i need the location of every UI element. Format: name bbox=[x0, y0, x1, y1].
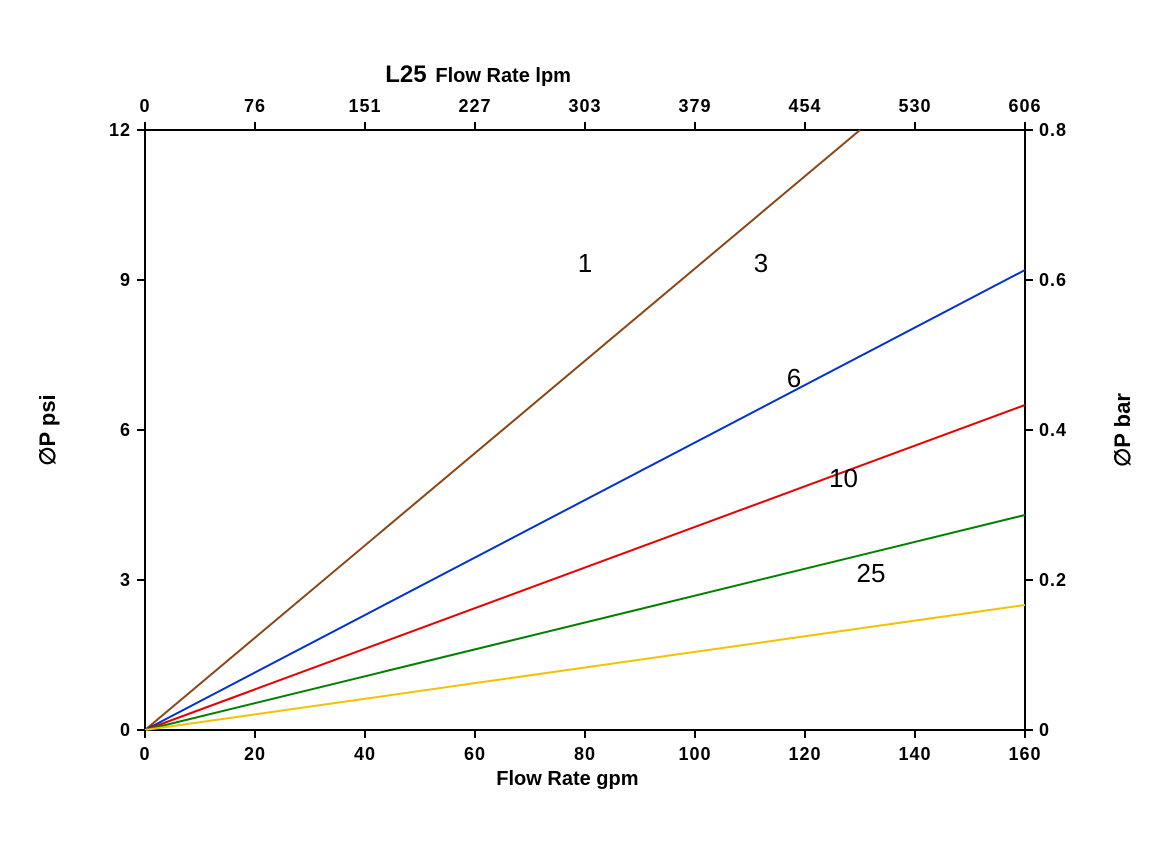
top-tick-label: 454 bbox=[788, 96, 821, 116]
left-tick-label: 9 bbox=[120, 270, 131, 290]
bottom-tick-label: 40 bbox=[354, 744, 376, 764]
series-label-3: 3 bbox=[754, 248, 768, 278]
right-tick-label: 0.8 bbox=[1039, 120, 1067, 140]
right-tick-label: 0.2 bbox=[1039, 570, 1067, 590]
bottom-tick-label: 60 bbox=[464, 744, 486, 764]
series-label-25: 25 bbox=[857, 558, 886, 588]
left-tick-label: 6 bbox=[120, 420, 131, 440]
top-tick-label: 530 bbox=[898, 96, 931, 116]
left-tick-label: 12 bbox=[109, 120, 131, 140]
bottom-tick-label: 0 bbox=[139, 744, 150, 764]
right-tick-label: 0.4 bbox=[1039, 420, 1067, 440]
right-tick-label: 0 bbox=[1039, 720, 1050, 740]
left-tick-label: 3 bbox=[120, 570, 131, 590]
right-tick-label: 0.6 bbox=[1039, 270, 1067, 290]
right-axis-title: ∅P bar bbox=[1110, 393, 1135, 467]
bottom-tick-label: 100 bbox=[678, 744, 711, 764]
bottom-tick-label: 140 bbox=[898, 744, 931, 764]
left-tick-label: 0 bbox=[120, 720, 131, 740]
top-tick-label: 151 bbox=[348, 96, 381, 116]
bottom-tick-label: 80 bbox=[574, 744, 596, 764]
bottom-axis-title: Flow Rate gpm bbox=[496, 768, 638, 790]
top-tick-label: 606 bbox=[1008, 96, 1041, 116]
series-label-6: 6 bbox=[787, 363, 801, 393]
series-label-1: 1 bbox=[578, 248, 592, 278]
top-axis-title: Flow Rate lpm bbox=[435, 65, 571, 87]
bottom-tick-label: 160 bbox=[1008, 744, 1041, 764]
bottom-tick-label: 20 bbox=[244, 744, 266, 764]
left-axis-title: ∅P psi bbox=[35, 394, 60, 465]
series-label-10: 10 bbox=[829, 463, 858, 493]
top-tick-label: 76 bbox=[244, 96, 266, 116]
top-tick-label: 227 bbox=[458, 96, 491, 116]
top-tick-label: 303 bbox=[568, 96, 601, 116]
bottom-tick-label: 120 bbox=[788, 744, 821, 764]
chart-svg: 1361025020406080100120140160Flow Rate gp… bbox=[0, 0, 1170, 866]
top-tick-label: 379 bbox=[678, 96, 711, 116]
chart-title-prefix: L25 bbox=[385, 61, 426, 88]
top-tick-label: 0 bbox=[139, 96, 150, 116]
pressure-flow-chart: 1361025020406080100120140160Flow Rate gp… bbox=[0, 0, 1170, 866]
